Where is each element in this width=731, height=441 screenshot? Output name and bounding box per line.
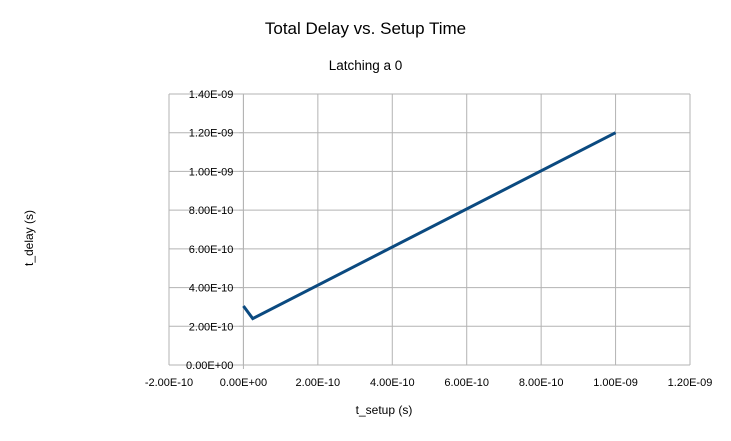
x-tick-label: 1.20E-09 [668,377,713,389]
tick-labels: -2.00E-10 0.00E+00 2.00E-10 4.00E-10 6.00E-1… [145,89,712,389]
y-tick-label: 0.00E+00 [186,360,233,372]
y-tick-label: 6.00E-10 [189,244,234,256]
chart-subtitle: Latching a 0 [329,58,403,73]
series-layer [242,131,617,321]
x-axis-label: t_setup (s) [356,403,413,417]
y-tick-label: 1.40E-09 [189,89,234,101]
x-tick-label: 8.00E-10 [519,377,564,389]
x-tick-label: 2.00E-10 [296,377,341,389]
series-line [242,131,617,321]
x-tick-label: 1.00E-09 [593,377,638,389]
grid [168,93,691,369]
chart-title: Total Delay vs. Setup Time [265,19,466,38]
y-tick-label: 2.00E-10 [189,321,234,333]
x-tick-label: 6.00E-10 [444,377,489,389]
x-tick-label: 4.00E-10 [370,377,415,389]
y-tick-label: 1.20E-09 [189,128,234,140]
x-tick-label: -2.00E-10 [145,377,193,389]
y-tick-label: 8.00E-10 [189,205,234,217]
y-axis-label: t_delay (s) [22,210,36,266]
y-tick-label: 1.00E-09 [189,166,234,178]
y-tick-label: 4.00E-10 [189,283,234,295]
x-tick-label: 0.00E+00 [220,377,267,389]
